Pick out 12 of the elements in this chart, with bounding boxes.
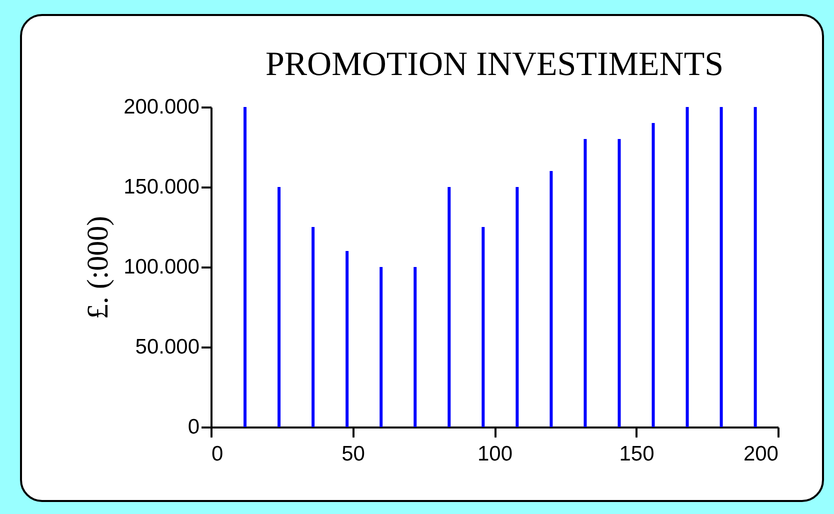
y-tick-label: 150.000: [124, 176, 200, 198]
x-tick-label: 100: [477, 442, 513, 466]
y-tick-label: 200.000: [124, 96, 200, 118]
chart-title: PROMOTION INVESTIMENTS: [265, 46, 724, 83]
y-tick-label: 50.000: [135, 336, 200, 358]
y-tick-label: 0: [188, 416, 200, 438]
x-tick-label: 150: [619, 442, 654, 466]
x-tick-label: 200: [743, 442, 778, 466]
x-tick-label: 0: [212, 442, 224, 466]
x-tick-label: 50: [342, 442, 365, 466]
y-tick-label: 100.000: [124, 256, 200, 278]
y-axis-title: £. (:000): [82, 216, 115, 320]
